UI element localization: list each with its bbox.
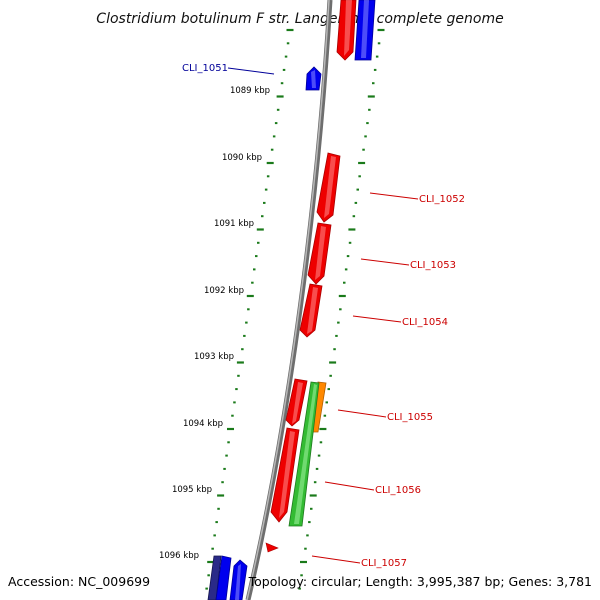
connector-cli-1052	[369, 192, 419, 200]
connector-cli-1051	[227, 67, 275, 75]
connector-cli-1055	[337, 409, 387, 418]
kbp-label-1094: 1094 kbp	[183, 419, 223, 429]
connector-cli-1056	[324, 481, 375, 491]
blue-feature-bottom-1[interactable]	[215, 555, 232, 600]
kbp-label-1095: 1095 kbp	[172, 485, 212, 495]
gene-feature-cli-1054-shine	[307, 287, 318, 334]
gene-feature-cli-1055-shine	[292, 382, 303, 424]
kbp-scale: 1089 kbp 1090 kbp 1091 kbp 1092 kbp 1093…	[159, 86, 270, 561]
gene-feature-cli-1053-shine	[315, 226, 326, 280]
tick-rails	[205, 28, 385, 590]
connector-cli-1054	[352, 315, 402, 323]
gene-labels: CLI_1051 CLI_1052 CLI_1053 CLI_1054 CLI_…	[182, 63, 465, 569]
connector-cli-1053	[360, 258, 410, 266]
dark-feature-bottom[interactable]	[207, 555, 222, 600]
gene-label-cli-1052[interactable]: CLI_1052	[419, 194, 465, 205]
kbp-label-1093: 1093 kbp	[194, 352, 234, 362]
blue-feature-bottom-2-shine	[235, 564, 241, 600]
gene-feature-cli-1052-shine	[324, 156, 336, 218]
gene-feature-cli-1057[interactable]	[265, 542, 279, 553]
gene-label-cli-1057[interactable]: CLI_1057	[361, 558, 407, 569]
gene-label-cli-1056[interactable]: CLI_1056	[375, 485, 421, 496]
gene-feature-cli-1051-shine	[311, 70, 316, 88]
kbp-label-1090: 1090 kbp	[222, 153, 262, 163]
gene-feature-top-red-shine	[344, 0, 352, 56]
kbp-label-1092: 1092 kbp	[204, 286, 244, 296]
genome-backbone	[245, 0, 333, 600]
kbp-label-1091: 1091 kbp	[214, 219, 254, 229]
gene-label-cli-1051[interactable]: CLI_1051	[182, 63, 228, 74]
label-connectors	[227, 67, 419, 564]
accession-text: Accession: NC_009699	[8, 574, 150, 589]
gene-feature-top-blue-shine	[361, 0, 369, 58]
gene-label-cli-1054[interactable]: CLI_1054	[402, 317, 448, 328]
connector-cli-1057	[311, 555, 361, 564]
genome-summary-text: Topology: circular; Length: 3,995,387 bp…	[248, 574, 592, 589]
kbp-label-1096: 1096 kbp	[159, 551, 199, 561]
gene-features	[207, 0, 376, 600]
gene-feature-cli-1056-shine	[279, 431, 295, 518]
genome-backbone-highlight	[246, 0, 330, 600]
kbp-label-1089: 1089 kbp	[230, 86, 270, 96]
gene-label-cli-1055[interactable]: CLI_1055	[387, 412, 433, 423]
green-feature-shine	[294, 384, 317, 524]
map-title: Clostridium botulinum F str. Langeland, …	[96, 11, 503, 27]
gene-label-cli-1053[interactable]: CLI_1053	[410, 260, 456, 271]
